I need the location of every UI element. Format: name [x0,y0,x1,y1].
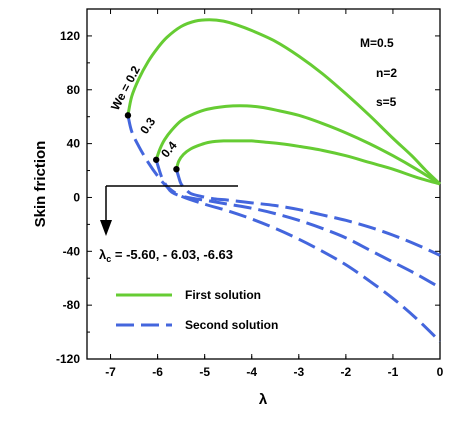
y-tick-label: -120 [56,352,80,366]
legend: First solution Second solution [116,288,278,332]
axis-ticks [87,9,441,360]
second-solution-curve-2 [154,159,441,289]
critical-point-2 [152,156,160,163]
x-tick-label: -2 [341,365,352,379]
first-solution-curve-2 [154,104,441,186]
plot-frame [86,8,441,360]
second-solution-curve-3 [174,168,441,257]
legend-first-label: First solution [185,288,261,302]
param-m: M=0.5 [360,36,394,50]
critical-annotation: λc = -5.60, - 6.03, -6.63 [99,185,238,264]
x-tick-label: -7 [105,365,116,379]
critical-lambda-symbol: λ [99,247,107,262]
x-tick-label: -3 [293,365,304,379]
critical-points [124,112,180,173]
annotation-arrow-head [100,220,112,236]
param-n: n=2 [376,66,397,80]
x-tick-label: 0 [437,365,444,379]
critical-lambda-subscript: c [106,254,111,264]
critical-point-3 [173,165,180,173]
y-tick-label: 120 [60,29,80,43]
x-tick-label: -4 [246,365,257,379]
y-tick-label: 0 [73,190,80,204]
first-solution-curve-3 [174,139,441,186]
y-tick-label: -80 [63,298,81,312]
y-tick-label: 40 [67,137,81,151]
curve-label-we-0-3: 0.3 [137,115,158,137]
x-tick-label: -1 [388,365,399,379]
critical-lambda-values: = -5.60, - 6.03, -6.63 [111,247,233,262]
y-tick-label: 80 [67,83,81,97]
first-solution-curve-1 [126,18,442,186]
y-axis-title: Skin friction [32,141,49,228]
curve-label-we-0-4: 0.4 [158,138,180,160]
x-axis-title: λ [259,391,268,408]
x-tick-labels: -7 -6 -5 -4 -3 -2 -1 0 [105,365,443,379]
param-s: s=5 [376,95,397,109]
x-tick-label: -5 [199,365,210,379]
legend-second-label: Second solution [185,318,278,332]
critical-point-1 [124,112,132,119]
critical-lambda-text: λc = -5.60, - 6.03, -6.63 [99,247,233,264]
x-tick-label: -6 [152,365,163,379]
second-solution-curve-1 [126,115,442,343]
y-tick-labels: 120 80 40 0 -40 -80 -120 [56,29,80,366]
y-tick-label: -40 [63,244,81,258]
curve-label-we-0-2: We = 0.2 [108,63,143,112]
